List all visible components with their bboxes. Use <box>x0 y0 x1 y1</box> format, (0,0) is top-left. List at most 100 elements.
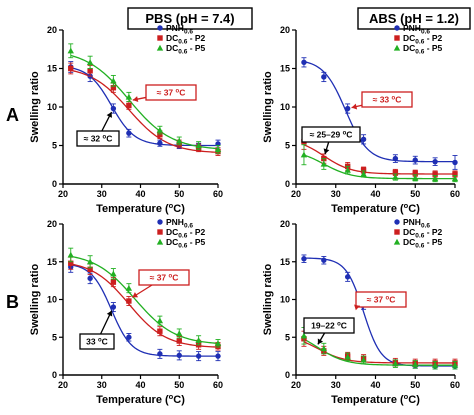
x-tick-label: 40 <box>135 189 145 199</box>
chart-panel-a-left: PBS (pH = 7.4) 0 5 10 15 20 20 30 40 50 60 Temperat… <box>29 7 253 215</box>
data-point <box>110 304 117 310</box>
y-tick-label: 10 <box>280 295 290 305</box>
data-point <box>157 140 163 146</box>
chart-panel-a-right: ABS (pH = 1.2) 0 5 10 15 20 20 30 40 50 60 Temperat… <box>262 7 471 215</box>
fit-curve <box>303 60 455 163</box>
fit-curve <box>303 154 455 180</box>
chart-title-box <box>357 7 471 30</box>
annotation-box <box>361 91 413 108</box>
data-point <box>195 353 202 359</box>
chart-title: PBS (pH = 7.4) <box>145 11 234 26</box>
data-point <box>126 298 132 304</box>
annotation-box <box>303 317 355 334</box>
legend-label: DC0.6 - P2 <box>166 227 206 240</box>
legend-marker <box>156 44 164 51</box>
data-point <box>156 317 164 324</box>
data-point <box>300 151 308 158</box>
y-tick-label: 5 <box>285 141 290 151</box>
x-axis-label: Temperature (oC) <box>96 392 185 406</box>
data-point <box>431 175 439 182</box>
annotation-box <box>79 333 115 350</box>
data-point <box>320 160 328 167</box>
data-point <box>451 361 459 368</box>
y-axis-label: Swelling ratio <box>29 71 41 143</box>
annotation-label: 33 oC <box>86 337 108 347</box>
data-point <box>68 260 74 266</box>
annotation-box <box>138 269 190 286</box>
annotation-label: ≈ 33 oC <box>373 95 402 105</box>
data-point <box>157 351 163 357</box>
y-tick-label: 10 <box>47 102 57 112</box>
annotation-label: ≈ 32 oC <box>84 134 113 144</box>
data-point <box>87 266 93 272</box>
x-tick-label: 40 <box>135 380 145 390</box>
annotation-box <box>145 84 197 101</box>
data-point <box>125 93 133 100</box>
data-point <box>392 169 399 176</box>
legend-label: DC0.6 - P2 <box>166 33 206 46</box>
y-axis-label: Swelling ratio <box>29 263 41 335</box>
data-point <box>176 352 182 359</box>
x-axis-label: Temperature (oC) <box>331 201 420 215</box>
x-axis-label: Temperature (oC) <box>96 201 185 215</box>
y-axis-label: Swelling ratio <box>262 71 274 143</box>
data-point <box>195 337 202 343</box>
data-point <box>110 270 117 277</box>
annotation-arrowhead <box>132 292 139 298</box>
y-tick-label: 15 <box>280 64 290 74</box>
row-label-a: A <box>6 105 19 125</box>
data-point <box>176 137 183 144</box>
chart-title-box <box>127 7 253 30</box>
y-tick-label: 0 <box>285 179 290 189</box>
data-point <box>412 157 418 163</box>
fit-curve <box>303 338 455 366</box>
annotation-label: 19–22 oC <box>311 321 347 331</box>
y-tick-label: 15 <box>47 64 57 74</box>
y-tick-label: 5 <box>52 332 57 342</box>
x-axis-label: Temperature (oC) <box>331 392 420 406</box>
annotation-box <box>355 291 407 308</box>
fit-curve <box>70 263 219 348</box>
y-tick-label: 15 <box>47 257 57 267</box>
data-point <box>126 102 132 109</box>
annotation-label: ≈ 25–29 oC <box>310 130 353 140</box>
legend-marker <box>394 25 400 31</box>
legend-label: PNH0.6 <box>403 217 430 230</box>
y-tick-label: 5 <box>285 332 290 342</box>
x-tick-label: 50 <box>410 189 420 199</box>
y-tick-label: 20 <box>47 219 57 229</box>
annotation-arrowhead <box>351 103 358 110</box>
chart-panel-b-left: 0 5 10 15 20 20 30 40 50 60 Temperature (oC) Swelli… <box>29 217 223 406</box>
x-tick-label: 40 <box>370 189 380 199</box>
data-point <box>412 174 419 181</box>
legend-label: PNH0.6 <box>403 23 430 36</box>
x-tick-label: 50 <box>174 189 184 199</box>
legend-label: DC0.6 - P5 <box>403 237 443 250</box>
data-point <box>344 274 351 280</box>
fit-curve <box>70 255 219 344</box>
legend-label: PNH0.6 <box>166 217 193 230</box>
data-point <box>452 171 458 177</box>
x-tick-label: 20 <box>291 189 301 199</box>
annotation-arrowhead <box>354 304 360 311</box>
data-point <box>87 68 93 74</box>
fit-curve <box>303 257 455 367</box>
legend-marker <box>394 229 400 235</box>
fit-curve <box>70 69 219 153</box>
data-point <box>360 170 367 177</box>
data-point <box>67 47 74 54</box>
data-point <box>432 158 438 165</box>
x-tick-label: 40 <box>370 380 380 390</box>
data-point <box>125 284 133 291</box>
x-tick-label: 60 <box>450 189 460 199</box>
data-point <box>431 361 439 368</box>
data-point <box>451 175 459 182</box>
data-point <box>86 59 94 65</box>
x-tick-label: 30 <box>97 380 107 390</box>
legend-label: DC0.6 - P2 <box>403 33 443 46</box>
data-point <box>176 338 182 344</box>
y-axis-label: Swelling ratio <box>262 263 274 335</box>
legend-label: PNH0.6 <box>166 23 193 36</box>
data-point <box>392 155 399 162</box>
annotation-label: ≈ 37 oC <box>367 295 396 305</box>
